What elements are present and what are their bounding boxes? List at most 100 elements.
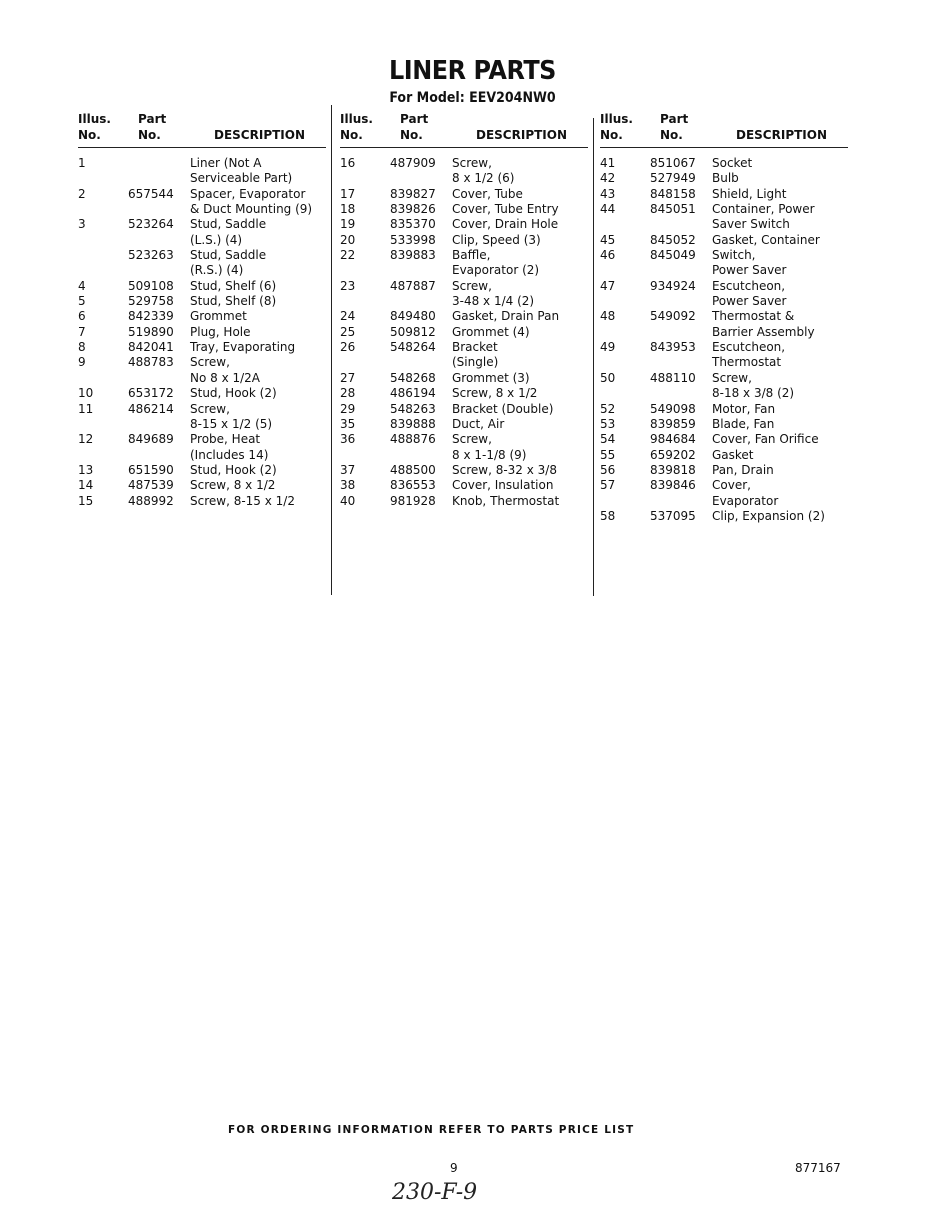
part-description: Evaporator xyxy=(712,493,779,508)
part-row: 48 549092 Thermostat & Barrier Assembly xyxy=(600,309,848,340)
illus-number: 56 xyxy=(600,462,616,477)
illus-number: 6 xyxy=(78,309,86,324)
part-row: 7 519890 Plug, Hole xyxy=(78,325,326,340)
part-row: 23 487887 Screw, 3-48 x 1/4 (2) xyxy=(340,279,588,310)
part-description: Stud, Saddle xyxy=(190,248,267,263)
part-number: 487887 xyxy=(390,278,436,293)
part-row: 12 849689 Probe, Heat (Includes 14) xyxy=(78,432,326,463)
illus-number: 26 xyxy=(340,340,356,355)
part-number: 659202 xyxy=(650,447,696,462)
part-number: 842041 xyxy=(128,340,174,355)
part-number: 523263 xyxy=(128,248,174,263)
illus-number: 17 xyxy=(340,186,356,201)
header-part: Part xyxy=(400,112,429,126)
illus-number: 25 xyxy=(340,324,356,339)
illus-number: 54 xyxy=(600,432,616,447)
part-description: Shield, Light xyxy=(712,186,787,201)
part-description: Gasket xyxy=(712,447,754,462)
part-number: 509812 xyxy=(390,324,436,339)
part-row: 20 533998 Clip, Speed (3) xyxy=(340,233,588,248)
part-number: 549092 xyxy=(650,309,696,324)
header-description: DESCRIPTION xyxy=(736,128,828,142)
illus-number: 19 xyxy=(340,217,356,232)
illus-number: 7 xyxy=(78,324,86,339)
part-row: 10 653172 Stud, Hook (2) xyxy=(78,386,326,401)
part-description: 8 x 1/2 (6) xyxy=(452,171,515,186)
part-description: Escutcheon, xyxy=(712,278,786,293)
illus-number: 11 xyxy=(78,401,94,416)
part-description: & Duct Mounting (9) xyxy=(190,202,313,217)
part-description: Bulb xyxy=(712,171,739,186)
part-number: 845052 xyxy=(650,232,696,247)
part-row: 52 549098 Motor, Fan xyxy=(600,402,848,417)
header-rule xyxy=(340,147,588,148)
parts-column-2: Illus. No. Part No. DESCRIPTION 16 487909 Screw… xyxy=(340,112,588,509)
part-description: Cover, xyxy=(712,478,751,493)
part-number: 488783 xyxy=(128,355,174,370)
part-row: 35 839888 Duct, Air xyxy=(340,417,588,432)
part-number: 984684 xyxy=(650,432,696,447)
part-description: Screw, xyxy=(452,156,492,170)
part-row: 3 523264 Stud, Saddle (L.S.) (4) xyxy=(78,217,326,248)
part-description: Duct, Air xyxy=(452,416,505,431)
part-description: Bracket xyxy=(452,340,498,355)
part-description: Grommet (3) xyxy=(452,370,530,385)
illus-number: 27 xyxy=(340,370,356,385)
illus-number: 1 xyxy=(78,156,86,170)
part-description: Screw, 8-15 x 1/2 xyxy=(190,493,295,508)
illus-number: 37 xyxy=(340,462,356,477)
part-description: Blade, Fan xyxy=(712,416,775,431)
part-description: Stud, Saddle xyxy=(190,217,267,232)
illus-number: 10 xyxy=(78,386,94,401)
illus-number: 8 xyxy=(78,340,86,355)
header-part-no: No. xyxy=(138,128,161,142)
part-description: Saver Switch xyxy=(712,217,790,232)
column-header: Illus. No. Part No. DESCRIPTION xyxy=(600,112,848,148)
part-row: 6 842339 Grommet xyxy=(78,309,326,324)
ordering-note: FOR ORDERING INFORMATION REFER TO PARTS … xyxy=(228,1124,635,1136)
part-description: Serviceable Part) xyxy=(190,171,293,186)
header-description: DESCRIPTION xyxy=(214,128,306,142)
part-description: Spacer, Evaporator xyxy=(190,186,306,201)
part-row: 5 529758 Stud, Shelf (8) xyxy=(78,294,326,309)
part-number: 839818 xyxy=(650,462,696,477)
illus-number: 28 xyxy=(340,386,356,401)
page-title: LINER PARTS xyxy=(389,56,556,86)
illus-number: 13 xyxy=(78,462,94,477)
part-description: (Single) xyxy=(452,355,499,370)
part-row: 54 984684 Cover, Fan Orifice xyxy=(600,432,848,447)
part-number: 839826 xyxy=(390,202,436,217)
illus-number: 38 xyxy=(340,478,356,493)
part-description: Grommet (4) xyxy=(452,324,530,339)
illus-number: 35 xyxy=(340,416,356,431)
illus-number: 50 xyxy=(600,370,616,385)
part-row: 19 835370 Cover, Drain Hole xyxy=(340,217,588,232)
illus-number: 53 xyxy=(600,416,616,431)
part-row: 36 488876 Screw, 8 x 1-1/8 (9) xyxy=(340,432,588,463)
part-row: 18 839826 Cover, Tube Entry xyxy=(340,202,588,217)
illus-number: 55 xyxy=(600,447,616,462)
illus-number: 23 xyxy=(340,278,356,293)
header-part-no: No. xyxy=(400,128,423,142)
part-row: 17 839827 Cover, Tube xyxy=(340,187,588,202)
parts-column-3: Illus. No. Part No. DESCRIPTION 41 851067 Socke… xyxy=(600,112,848,524)
header-description: DESCRIPTION xyxy=(476,128,568,142)
illus-number: 18 xyxy=(340,202,356,217)
part-number: 653172 xyxy=(128,386,174,401)
part-description: Knob, Thermostat xyxy=(452,493,560,508)
part-row: 25 509812 Grommet (4) xyxy=(340,325,588,340)
part-row: 50 488110 Screw, 8-18 x 3/8 (2) xyxy=(600,371,848,402)
part-description: No 8 x 1/2A xyxy=(190,370,261,385)
illus-number: 58 xyxy=(600,508,616,523)
part-description: 3-48 x 1/4 (2) xyxy=(452,294,535,309)
illus-number: 42 xyxy=(600,171,616,186)
part-row: 40 981928 Knob, Thermostat xyxy=(340,494,588,509)
part-number: 836553 xyxy=(390,478,436,493)
part-description: Thermostat xyxy=(712,355,782,370)
part-description: Plug, Hole xyxy=(190,324,251,339)
part-number: 527949 xyxy=(650,171,696,186)
column-divider xyxy=(331,105,332,595)
part-row: 1 Liner (Not A Serviceable Part) xyxy=(78,156,326,187)
header-part: Part xyxy=(660,112,689,126)
illus-number: 20 xyxy=(340,232,356,247)
